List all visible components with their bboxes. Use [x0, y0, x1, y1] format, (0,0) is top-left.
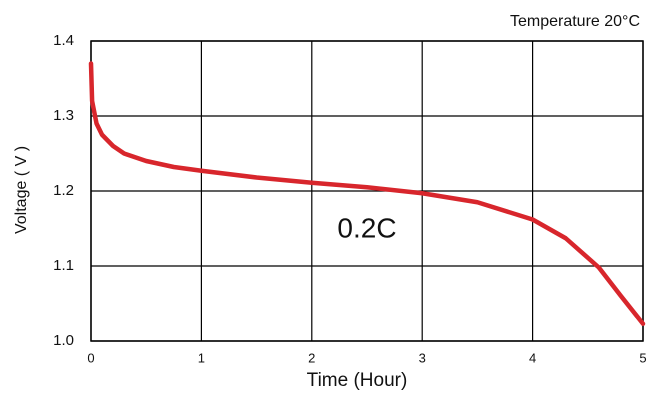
- x-tick-label: 1: [198, 350, 205, 365]
- y-tick-label: 1.4: [53, 32, 74, 49]
- plot-frame: [90, 40, 644, 342]
- temperature-note: Temperature 20°C: [510, 13, 640, 30]
- x-tick-label: 0: [87, 350, 94, 365]
- y-tick-label: 1.1: [53, 257, 74, 274]
- x-tick-label: 4: [529, 350, 536, 365]
- discharge-curve: [88, 61, 646, 326]
- y-tick-label: 1.3: [53, 107, 74, 124]
- y-tick-label: 1.0: [53, 332, 74, 349]
- y-axis-label: Voltage ( V ): [13, 146, 30, 234]
- y-tick-label: 1.2: [53, 182, 74, 199]
- x-axis-label: Time (Hour): [307, 370, 408, 391]
- rate-label: 0.2C: [337, 212, 396, 243]
- x-tick-label: 5: [639, 350, 646, 365]
- x-tick-label: 2: [308, 350, 315, 365]
- x-tick-label: 3: [419, 350, 426, 365]
